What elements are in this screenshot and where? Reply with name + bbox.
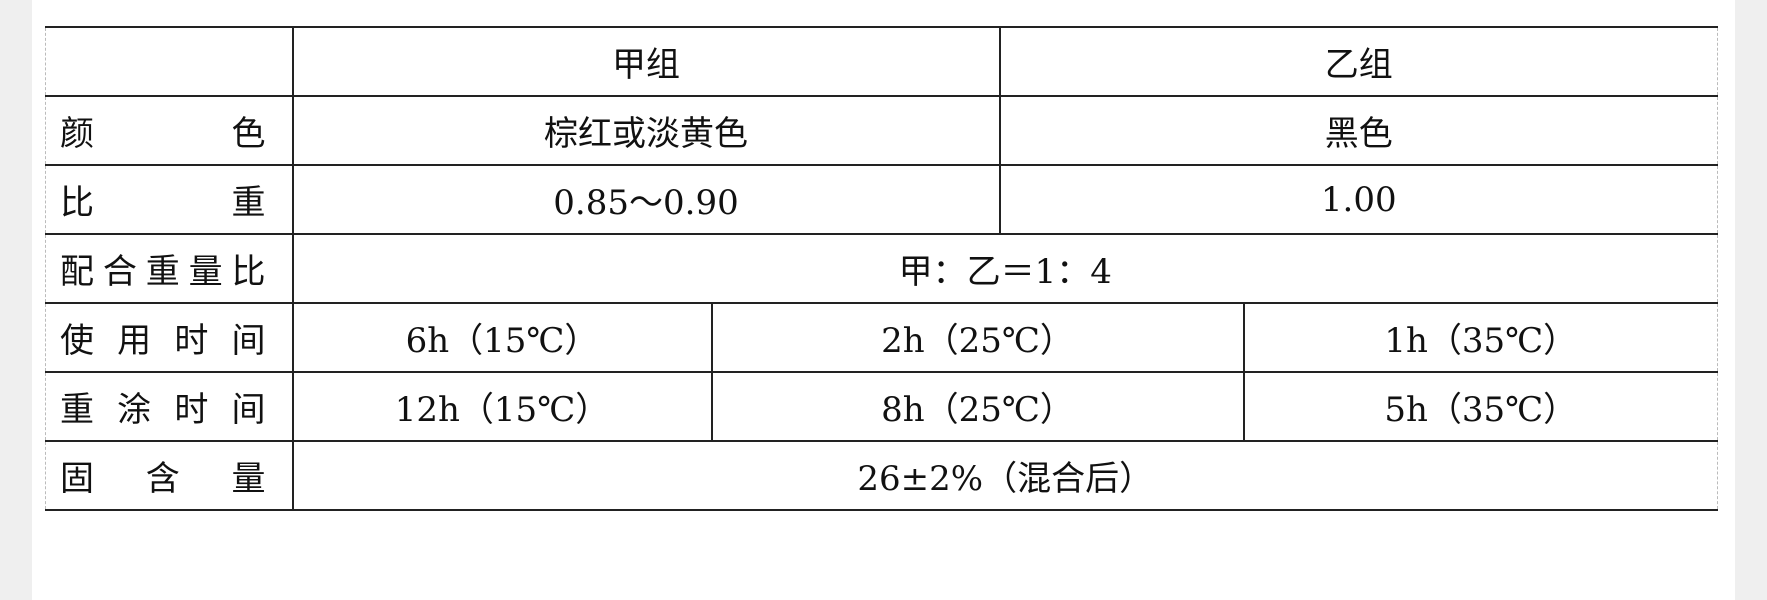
specific-gravity-b: 1.00	[998, 164, 1718, 235]
solids-value: 26±2%（混合后）	[291, 440, 1718, 511]
corner-cell	[45, 26, 294, 97]
row-label-solids: 固 含 量	[45, 440, 294, 511]
recoat-time-15c: 12h（15℃）	[291, 371, 713, 442]
color-b: 黑色	[998, 95, 1718, 166]
header-group-a: 甲组	[291, 26, 1001, 97]
table-row-recoat-time: 重涂时间 12h（15℃） 8h（25℃） 5h（35℃）	[45, 371, 1718, 442]
recoat-time-25c: 8h（25℃）	[710, 371, 1245, 442]
coating-spec-table: 甲组 乙组 颜 色 棕红或淡黄色 黑色 比 重 0.85～0.90 1.00 配…	[45, 26, 1718, 511]
table-row-header: 甲组 乙组	[45, 26, 1718, 97]
pot-life-25c: 2h（25℃）	[710, 302, 1245, 373]
table-row-color: 颜 色 棕红或淡黄色 黑色	[45, 95, 1718, 166]
pot-life-15c: 6h（15℃）	[291, 302, 713, 373]
mix-ratio-value: 甲：乙＝1：4	[291, 233, 1718, 304]
color-a: 棕红或淡黄色	[291, 95, 1001, 166]
header-group-b: 乙组	[998, 26, 1718, 97]
recoat-time-35c: 5h（35℃）	[1242, 371, 1718, 442]
pot-life-35c: 1h（35℃）	[1242, 302, 1718, 373]
table-row-solids: 固 含 量 26±2%（混合后）	[45, 440, 1718, 511]
table-row-mix-ratio: 配合重量比 甲：乙＝1：4	[45, 233, 1718, 304]
table-row-pot-life: 使用时间 6h（15℃） 2h（25℃） 1h（35℃）	[45, 302, 1718, 373]
row-label-mix-ratio: 配合重量比	[45, 233, 294, 304]
specific-gravity-a: 0.85～0.90	[291, 164, 1001, 235]
row-label-recoat-time: 重涂时间	[45, 371, 294, 442]
table-row-specific-gravity: 比 重 0.85～0.90 1.00	[45, 164, 1718, 235]
row-label-color: 颜 色	[45, 95, 294, 166]
row-label-specific-gravity: 比 重	[45, 164, 294, 235]
row-label-pot-life: 使用时间	[45, 302, 294, 373]
